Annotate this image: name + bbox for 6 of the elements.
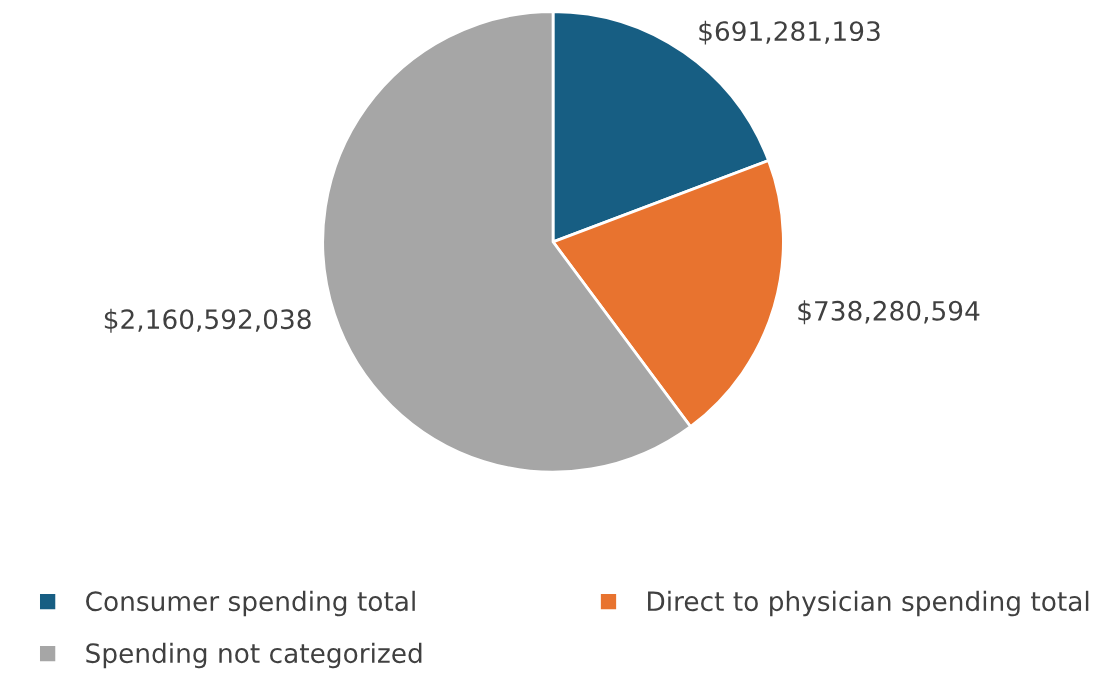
data-label: $2,160,592,038: [104, 308, 311, 333]
legend-label: Spending not categorized: [86, 642, 422, 669]
legend-label: Direct to physician spending total: [648, 590, 1089, 617]
data-label: $738,280,594: [798, 300, 980, 325]
data-label: $691,281,193: [699, 20, 880, 45]
legend-label: Consumer spending total: [86, 590, 415, 617]
